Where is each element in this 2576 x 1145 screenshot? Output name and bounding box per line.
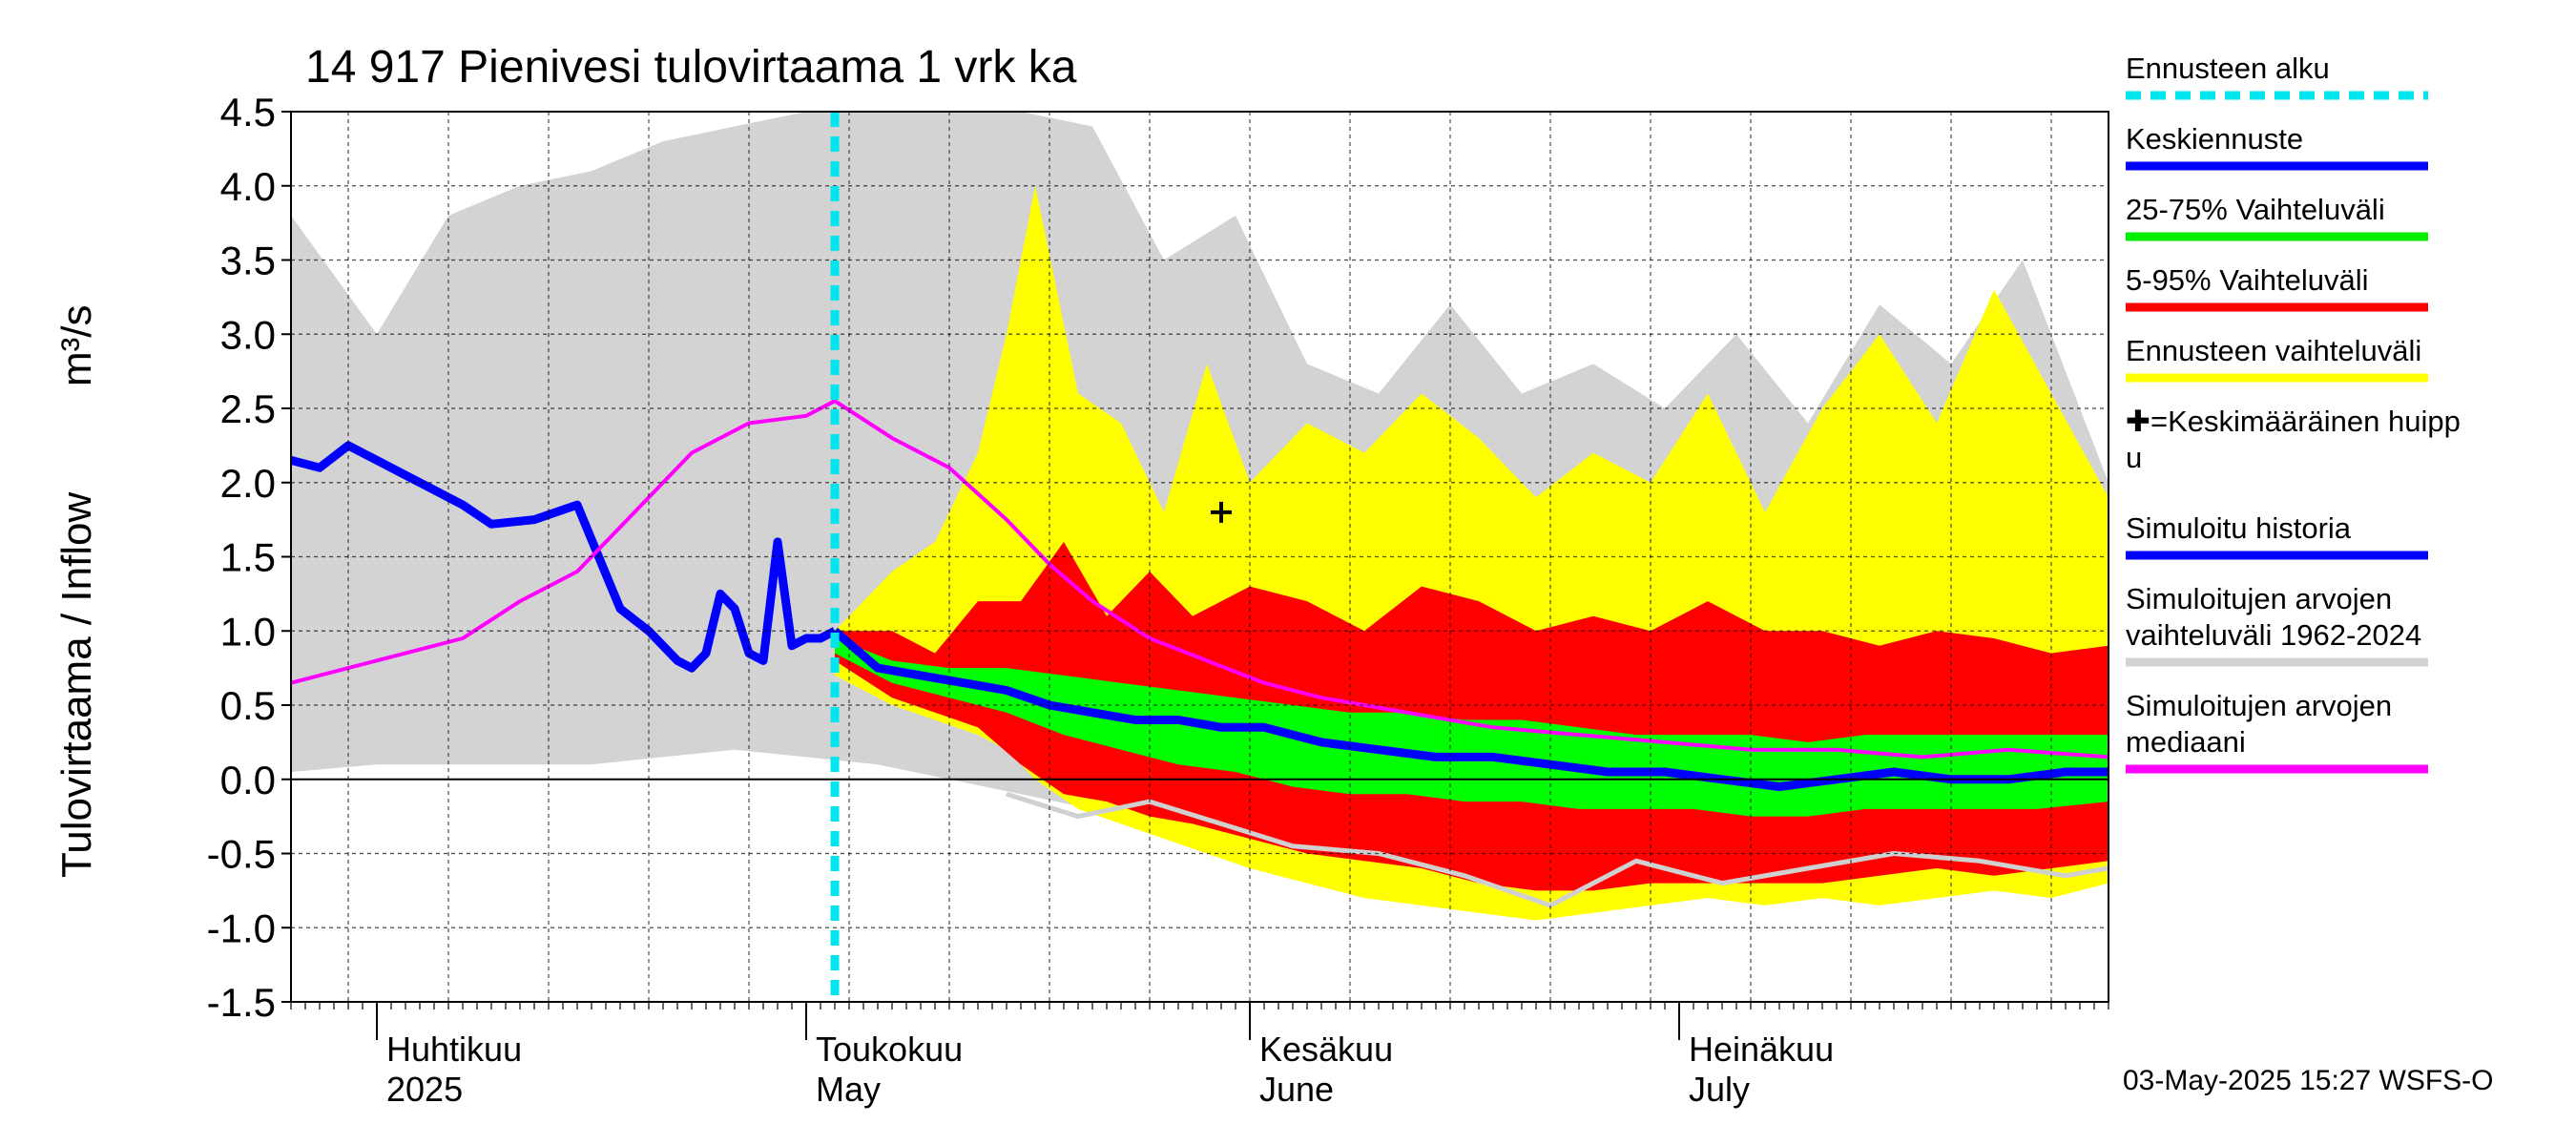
y-axis: 4.5 4.0 3.5 3.0 2.5 2.0 1.5 1.0 0.5 0.0 -0.5 -1.0 -1… (207, 90, 291, 1025)
legend-label-3: 5-95% Vaihteluväli (2126, 263, 2368, 297)
band-3 (835, 638, 2109, 817)
y-tick-label: 3.0 (220, 312, 276, 357)
legend-label-2: 25-75% Vaihteluväli (2126, 193, 2385, 226)
month-label-fi: Kesäkuu (1259, 1030, 1393, 1069)
y-tick-label: 4.0 (220, 164, 276, 209)
y-tick-label: 2.5 (220, 386, 276, 431)
y-tick-label: -1.5 (207, 980, 276, 1025)
legend-label-4: Ennusteen vaihteluväli (2126, 334, 2421, 367)
legend-label2-8: mediaani (2126, 725, 2246, 759)
footer-timestamp: 03-May-2025 15:27 WSFS-O (2123, 1065, 2494, 1096)
legend-label-8: Simuloitujen arvojen (2126, 689, 2392, 722)
y-tick-label: 1.0 (220, 609, 276, 654)
y-tick-label: 2.0 (220, 461, 276, 506)
month-label-fi: Huhtikuu (386, 1030, 522, 1069)
legend-label-6: Simuloitu historia (2126, 511, 2352, 545)
month-label-en: June (1259, 1070, 1334, 1109)
y-tick-label: 3.5 (220, 239, 276, 283)
legend-label-0: Ennusteen alku (2126, 52, 2330, 85)
y-tick-label: 0.0 (220, 758, 276, 802)
grid (291, 111, 2109, 1003)
month-label-en: May (816, 1070, 881, 1109)
legend-label2-5: u (2126, 441, 2142, 474)
legend: Ennusteen alku Keskiennuste 25-75% Vaihtel… (2126, 52, 2461, 774)
series-line-3 (1006, 791, 2109, 908)
month-label-fi: Heinäkuu (1689, 1030, 1834, 1069)
y-tick-label: -0.5 (207, 832, 276, 877)
legend-label2-7: vaihteluväli 1962-2024 (2126, 618, 2421, 652)
y-tick-label: -1.0 (207, 906, 276, 950)
month-label-fi: Toukokuu (816, 1030, 963, 1069)
y-tick-label: 1.5 (220, 535, 276, 580)
chart-title: 14 917 Pienivesi tulovirtaama 1 vrk ka (305, 42, 1077, 93)
y-axis-unit: m³/s (53, 304, 100, 386)
y-axis-label: Tulovirtaama / Inflow (53, 491, 100, 878)
y-tick-label: 4.5 (220, 90, 276, 135)
series-line-2 (832, 627, 2109, 791)
legend-label-5: ✚=Keskimääräinen huipp (2126, 405, 2461, 438)
plot-series (291, 112, 2109, 921)
y-tick-label: 0.5 (220, 683, 276, 728)
series-line-0 (291, 441, 838, 673)
month-label-en: July (1689, 1070, 1750, 1109)
plot-area (290, 111, 2109, 1003)
legend-label-7: Simuloitujen arvojen (2126, 582, 2392, 615)
legend-label-1: Keskiennuste (2126, 122, 2303, 156)
month-label-en: 2025 (386, 1070, 463, 1109)
